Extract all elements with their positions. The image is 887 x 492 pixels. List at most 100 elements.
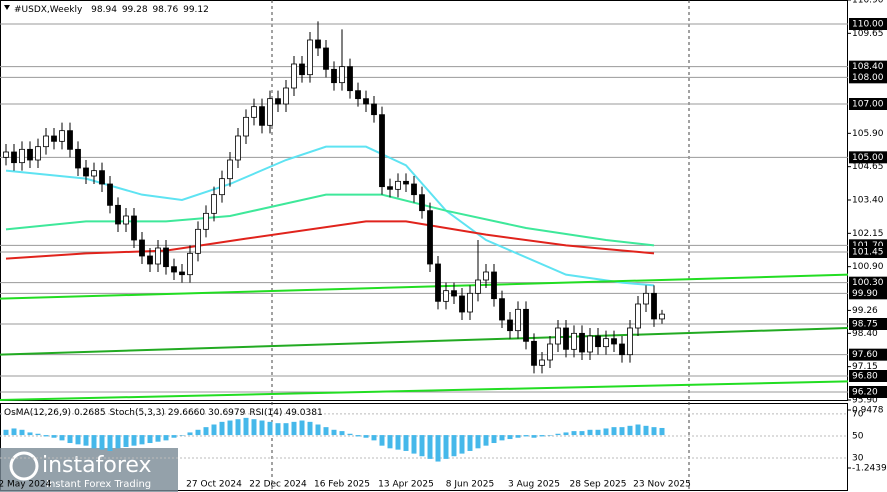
watermark: instaforex Instant Forex Trading <box>0 448 178 492</box>
chart-header: #USDX,Weekly 98.94 99.28 98.76 99.12 <box>14 5 209 15</box>
osma-bar <box>491 435 497 444</box>
level-label-bg <box>849 348 887 361</box>
x-tick-label: 22 Dec 2024 <box>249 480 307 490</box>
x-tick-label: 27 Oct 2024 <box>186 480 242 490</box>
osma-bar <box>83 435 89 446</box>
x-tick-label: 8 Jun 2025 <box>446 480 494 490</box>
candle-body <box>531 340 537 366</box>
level-label-bg <box>849 276 887 289</box>
candle-body <box>179 271 185 276</box>
candle-body <box>627 327 633 356</box>
candle-body <box>283 87 289 105</box>
candle-body <box>83 167 89 177</box>
osma-bar <box>163 435 169 441</box>
osma-bar <box>299 420 305 436</box>
candle-body <box>539 359 545 366</box>
candle-body <box>275 98 281 105</box>
osma-bar <box>595 429 601 436</box>
osma-bar <box>19 429 25 436</box>
osma-bar <box>435 435 441 462</box>
candle-body <box>307 39 313 76</box>
osma-bar <box>555 433 561 436</box>
osma-bar <box>219 421 225 436</box>
candle-body <box>139 239 145 257</box>
candle-body <box>427 210 433 265</box>
osma-bar <box>171 435 177 438</box>
level-label: 96.20 <box>852 388 878 398</box>
candle-body <box>611 338 617 345</box>
osma-bar <box>187 432 193 436</box>
osma-bar <box>131 435 137 446</box>
candle-body <box>91 170 97 177</box>
y-tick-label: 102.15 <box>852 229 884 239</box>
candle-body <box>515 308 521 332</box>
level-label-bg <box>849 386 887 398</box>
osma-bar <box>259 420 265 436</box>
candle-body <box>203 212 209 230</box>
osma-bar <box>275 423 281 436</box>
osma-bar <box>627 425 633 436</box>
candle-body <box>147 255 153 265</box>
osma-bar <box>379 435 385 446</box>
osma-bar <box>51 435 57 438</box>
osma-bar <box>659 427 665 436</box>
candle-body <box>107 183 113 206</box>
candle-body <box>115 204 121 225</box>
overlay-line <box>0 273 849 300</box>
y-tick-label: 95.90 <box>852 396 878 406</box>
level-label-bg <box>849 318 887 330</box>
level-label-bg <box>849 370 887 382</box>
candle-body <box>171 266 177 273</box>
osma-bar <box>331 429 337 436</box>
level-label: 101.70 <box>852 241 884 251</box>
indicator-name: OsMA(12,26,9) <box>4 408 71 418</box>
candle-body <box>635 303 641 329</box>
osma-bar <box>227 420 233 436</box>
candle-body <box>507 319 513 332</box>
y-tick-label: 98.40 <box>852 329 878 339</box>
osma-bar <box>499 435 505 441</box>
osma-bar <box>203 427 209 436</box>
indicator-tick-label: 0.9478 <box>852 406 884 416</box>
candle-body <box>131 215 137 241</box>
osma-bar <box>75 435 81 445</box>
candle-body <box>51 135 57 142</box>
osma-bar <box>43 435 49 437</box>
level-label: 96.80 <box>852 372 878 382</box>
candle-body <box>603 338 609 348</box>
level-label: 107.00 <box>852 100 884 110</box>
overlay-line <box>5 220 655 260</box>
level-label-bg <box>849 287 887 300</box>
candle-body <box>483 271 489 281</box>
candle-body <box>43 135 49 148</box>
indicator-tick-label: -1.2439 <box>852 464 887 474</box>
osma-bar <box>195 429 201 436</box>
candle-body <box>19 148 25 164</box>
candle-body <box>395 180 401 190</box>
x-tick-label: 12 May 2024 <box>0 480 52 490</box>
osma-bar <box>563 432 569 436</box>
indicator-legend: OsMA(12,26,9) 0.2685 Stoch(5,3,3) 29.6660 30… <box>4 408 323 418</box>
candle-body <box>411 183 417 196</box>
osma-bar <box>587 429 593 436</box>
candle-body <box>59 130 65 142</box>
candle-body <box>579 332 585 353</box>
candle-body <box>291 63 297 89</box>
level-label: 110.00 <box>852 20 884 30</box>
osma-bar <box>307 421 313 436</box>
level-label-bg <box>849 246 887 258</box>
candle-body <box>387 186 393 190</box>
dropdown-icon[interactable] <box>4 5 10 10</box>
osma-bar <box>475 435 481 449</box>
indicator-name: Stoch(5,3,3) <box>110 408 165 418</box>
osma-bar <box>451 435 457 457</box>
y-tick-label: 110.90 <box>852 0 884 6</box>
candle-body <box>339 66 345 84</box>
candle-body <box>499 298 505 321</box>
candle-body <box>355 90 361 100</box>
candle-body <box>619 343 625 356</box>
osma-bar <box>267 421 273 436</box>
y-tick-label: 97.15 <box>852 362 878 372</box>
candle-body <box>435 263 441 302</box>
osma-bar <box>27 432 33 436</box>
